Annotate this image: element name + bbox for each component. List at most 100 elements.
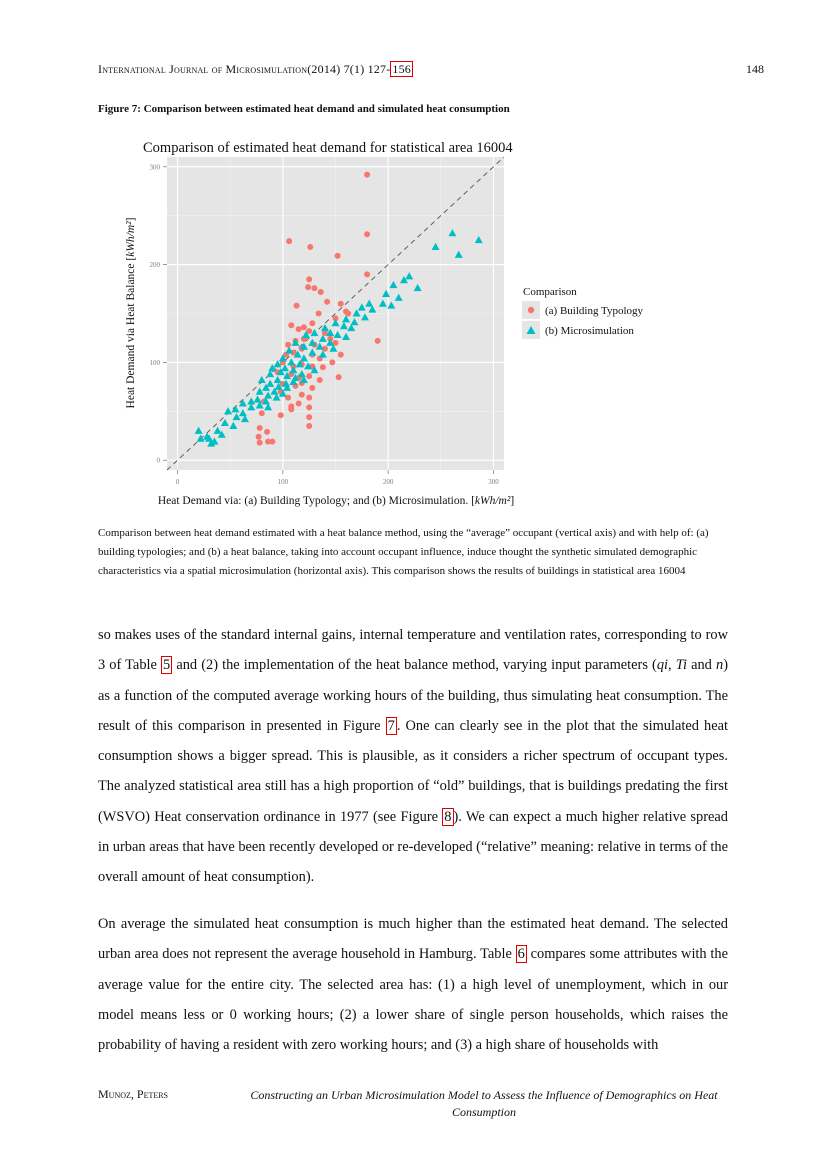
point-microsimulation — [389, 280, 398, 289]
point-microsimulation — [347, 323, 356, 332]
point-microsimulation — [270, 387, 279, 395]
point-building-typology — [321, 330, 328, 337]
x-tick-label: 100 — [278, 478, 289, 486]
point-microsimulation — [394, 293, 403, 301]
point-microsimulation — [318, 350, 327, 358]
point-microsimulation — [266, 379, 275, 387]
point-microsimulation — [342, 315, 351, 323]
point-microsimulation — [255, 401, 264, 409]
point-building-typology — [315, 310, 322, 317]
point-microsimulation — [232, 412, 241, 421]
axis-ticks: 0 100 200 300 0 100 200 300 — [150, 163, 500, 486]
point-microsimulation — [297, 369, 306, 378]
point-building-typology — [306, 328, 313, 335]
point-microsimulation — [283, 371, 292, 380]
footer-authors: Munoz, Peters — [98, 1087, 169, 1101]
point-building-typology — [306, 276, 313, 283]
point-building-typology — [309, 320, 316, 327]
x-tick-label: 200 — [383, 478, 394, 486]
point-microsimulation — [304, 362, 313, 370]
chart-title: Comparison of estimated heat demand for … — [143, 140, 513, 156]
scatter-chart: Comparison of estimated heat demand for … — [125, 140, 644, 507]
point-building-typology — [298, 391, 305, 398]
point-microsimulation — [203, 432, 212, 440]
point-microsimulation — [278, 389, 287, 397]
point-microsimulation — [413, 283, 422, 292]
point-building-typology — [306, 373, 313, 380]
point-microsimulation — [310, 328, 319, 337]
point-microsimulation — [220, 418, 229, 427]
point-building-typology — [293, 302, 300, 309]
point-building-typology — [290, 349, 297, 356]
point-microsimulation — [448, 229, 457, 237]
point-microsimulation — [229, 421, 238, 429]
last-page-link[interactable]: 156 — [390, 61, 414, 77]
point-building-typology — [265, 438, 272, 445]
point-building-typology — [286, 238, 293, 245]
point-building-typology — [269, 438, 276, 445]
legend-triangle-icon — [526, 326, 536, 334]
point-microsimulation — [308, 348, 317, 356]
point-microsimulation — [405, 272, 414, 280]
point-building-typology — [258, 410, 265, 417]
point-microsimulation — [339, 322, 348, 330]
point-microsimulation — [238, 409, 247, 417]
point-building-typology — [305, 284, 312, 291]
point-building-typology — [295, 400, 302, 407]
point-microsimulation — [231, 405, 240, 413]
legend-circle-icon — [527, 306, 535, 314]
point-microsimulation — [289, 377, 298, 385]
body-paragraph-1: so makes uses of the standard internal g… — [98, 627, 728, 886]
figure-8-link[interactable]: 8 — [442, 807, 454, 826]
point-building-typology — [334, 252, 341, 259]
table-6-link[interactable]: 6 — [515, 945, 527, 964]
point-building-typology — [319, 364, 326, 371]
figure-caption: Comparison between heat demand estimated… — [98, 527, 709, 577]
point-microsimulation — [285, 346, 294, 354]
series-microsimulation — [194, 229, 483, 447]
point-building-typology — [264, 428, 271, 435]
point-microsimulation — [382, 289, 391, 297]
point-microsimulation — [261, 397, 270, 405]
point-microsimulation — [283, 383, 292, 391]
point-microsimulation — [360, 313, 369, 321]
point-microsimulation — [268, 364, 277, 372]
point-microsimulation — [253, 395, 262, 403]
reference-line — [166, 156, 505, 471]
point-building-typology — [306, 404, 313, 411]
point-building-typology — [337, 300, 344, 307]
point-microsimulation — [329, 344, 338, 352]
figure-7-link[interactable]: 7 — [385, 716, 397, 735]
point-microsimulation — [399, 276, 408, 284]
point-building-typology — [306, 422, 313, 429]
point-building-typology — [374, 337, 381, 344]
point-microsimulation — [295, 360, 304, 368]
y-axis-label: Heat Demand via Heat Balance [kWh/m²] — [125, 218, 137, 409]
point-building-typology — [309, 384, 316, 391]
journal-volume: (2014) 7(1) 127- — [307, 62, 391, 76]
point-building-typology — [256, 424, 263, 431]
point-microsimulation — [333, 330, 342, 339]
point-microsimulation — [387, 301, 396, 309]
point-microsimulation — [247, 403, 256, 411]
point-building-typology — [332, 315, 339, 322]
point-microsimulation — [315, 342, 324, 350]
point-building-typology — [255, 433, 262, 440]
point-microsimulation — [310, 366, 319, 374]
point-microsimulation — [264, 391, 273, 399]
footer-title: Constructing an Urban Microsimulation Mo… — [250, 1088, 718, 1119]
legend-title: Comparison — [523, 286, 577, 298]
point-microsimulation — [342, 332, 351, 340]
point-microsimulation — [207, 439, 216, 447]
point-microsimulation — [293, 350, 302, 358]
point-microsimulation — [431, 242, 440, 250]
point-microsimulation — [280, 364, 289, 372]
identity-line — [166, 156, 505, 471]
point-building-typology — [306, 414, 313, 421]
point-building-typology — [311, 285, 318, 292]
point-microsimulation — [274, 382, 283, 390]
point-building-typology — [277, 412, 284, 419]
table-5-link[interactable]: 5 — [161, 656, 173, 675]
point-building-typology — [316, 377, 323, 384]
point-microsimulation — [266, 369, 275, 378]
